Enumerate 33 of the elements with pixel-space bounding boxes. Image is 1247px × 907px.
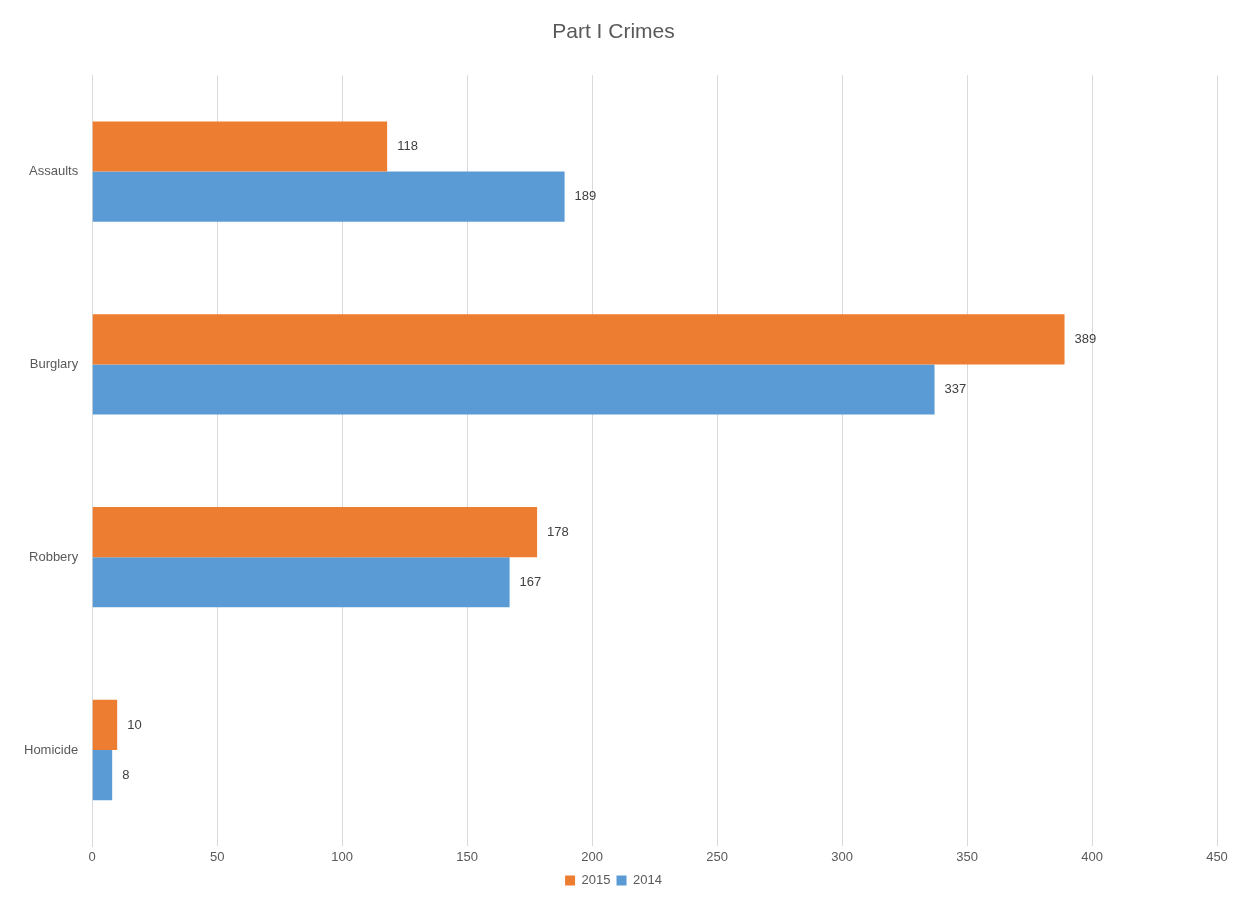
x-tick-label: 100	[331, 848, 353, 864]
legend-label: 2014	[633, 872, 662, 888]
data-label: 178	[547, 523, 569, 539]
data-label: 167	[519, 573, 542, 589]
bar	[92, 171, 565, 222]
bar	[92, 750, 113, 801]
bar	[92, 699, 118, 750]
data-label: 389	[1074, 330, 1097, 346]
x-tick-label: 200	[581, 848, 603, 864]
bar	[92, 314, 1065, 365]
data-label: 189	[574, 188, 597, 204]
x-tick-label: 450	[1206, 848, 1228, 864]
bar	[92, 364, 935, 415]
y-tick-label: Robbery	[29, 548, 79, 564]
data-label: 118	[397, 138, 418, 154]
x-tick-label: 350	[956, 848, 978, 864]
legend-label: 2015	[581, 872, 611, 888]
x-tick-label: 400	[1081, 848, 1103, 864]
x-tick-label: 150	[456, 848, 478, 864]
data-label: 10	[127, 716, 142, 732]
y-tick-label: Homicide	[24, 741, 79, 757]
x-tick-label: 50	[209, 848, 225, 864]
bar	[92, 557, 510, 608]
data-label: 8	[122, 766, 130, 782]
y-tick-label: Assaults	[29, 163, 79, 179]
x-tick-label: 0	[88, 848, 96, 864]
bar	[92, 121, 388, 172]
y-tick-label: Burglary	[29, 355, 79, 371]
x-tick-label: 250	[706, 848, 728, 864]
bar	[92, 507, 538, 558]
x-tick-label: 300	[831, 848, 853, 864]
chart-title: Part I Crimes	[552, 19, 675, 43]
data-label: 337	[944, 381, 967, 397]
